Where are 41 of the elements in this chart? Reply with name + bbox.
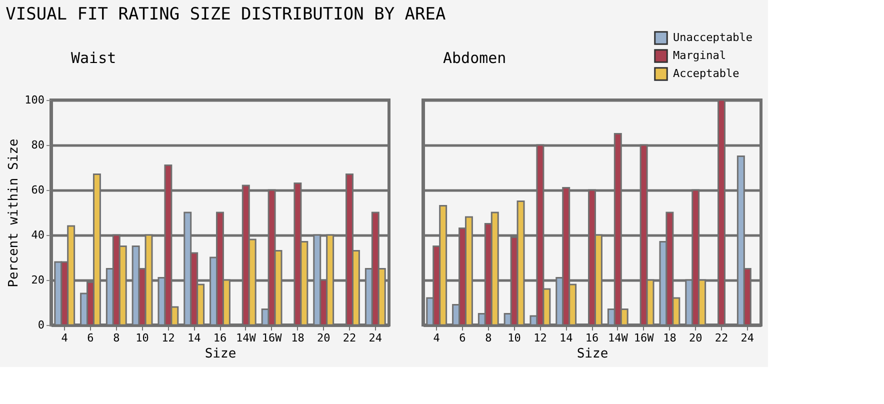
legend-label: Acceptable [673, 67, 740, 80]
x-tick-label: 18 [291, 332, 304, 344]
x-tick-label: 14W [236, 332, 256, 344]
x-tick-label: 16W [634, 332, 654, 344]
x-axis-title: Size [204, 346, 236, 362]
x-tick-label: 10 [508, 332, 521, 344]
x-tick-label: 18 [663, 332, 676, 344]
x-tick-label: 20 [316, 332, 330, 344]
legend-label: Marginal [673, 49, 726, 62]
x-tick-label: 10 [136, 332, 149, 344]
chart-title: Waist [71, 49, 116, 67]
x-tick-label: 22 [714, 332, 728, 344]
x-tick-label: 24 [368, 332, 382, 344]
x-tick-label: 24 [740, 332, 754, 344]
y-tick-label: 80 [31, 138, 44, 152]
x-tick-label: 8 [485, 332, 492, 344]
x-tick-label: 12 [534, 332, 547, 344]
x-tick-label: 22 [342, 332, 356, 344]
x-tick-label: 16W [262, 332, 282, 344]
x-tick-label: 6 [87, 332, 94, 344]
chart-title: Abdomen [443, 49, 506, 67]
y-axis-title: Percent within Size [6, 138, 22, 288]
y-tick-label: 60 [31, 184, 44, 196]
x-tick-label: 4 [433, 332, 440, 344]
legend-label: Unacceptable [673, 31, 752, 44]
x-tick-label: 20 [688, 332, 702, 344]
y-tick-label: 100 [24, 94, 44, 106]
y-tick-label: 20 [31, 274, 44, 286]
x-tick-label: 6 [459, 332, 466, 344]
y-tick-label: 40 [31, 228, 44, 242]
y-tick-label: 0 [38, 318, 44, 332]
x-tick-label: 14 [559, 332, 574, 344]
text: VISUAL FIT RATING SIZE DISTRIBUTION BY AREA [6, 4, 446, 24]
x-tick-label: 16 [585, 332, 599, 344]
x-tick-label: 14W [608, 332, 628, 344]
x-tick-label: 4 [61, 332, 68, 344]
x-tick-label: 16 [213, 332, 227, 344]
x-tick-label: 14 [187, 332, 202, 344]
x-tick-label: 8 [113, 332, 120, 344]
x-axis-title: Size [576, 346, 608, 362]
x-tick-label: 12 [162, 332, 175, 344]
